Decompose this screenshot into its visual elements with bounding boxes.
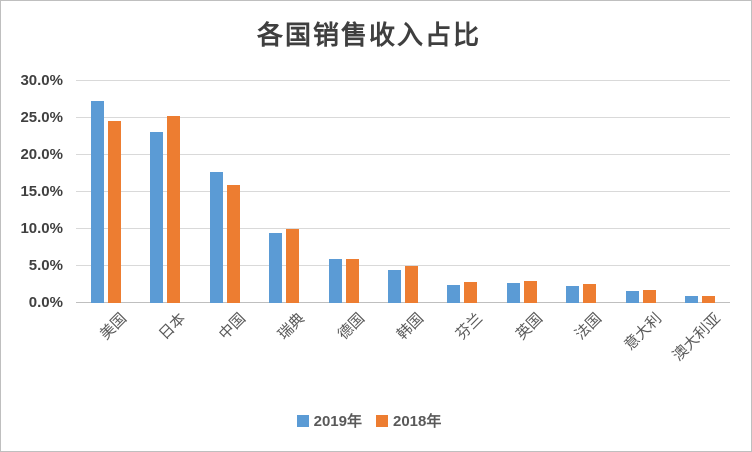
legend-item: 2019年: [296, 410, 362, 431]
bar-series-1-cat-3: [286, 229, 300, 303]
bar-series-0-cat-10: [685, 296, 699, 303]
y-tick-label: 15.0%: [20, 183, 63, 200]
bar-series-1-cat-4: [345, 258, 359, 303]
bar-series-1-cat-6: [464, 282, 478, 303]
y-tick-label: 20.0%: [20, 145, 63, 163]
bar-series-0-cat-7: [506, 283, 520, 303]
bar-series-1-cat-9: [642, 289, 656, 303]
gridline: [76, 154, 730, 156]
y-tick-label: 25.0%: [20, 108, 63, 126]
bar-group: [76, 81, 135, 303]
bar-group: [552, 81, 611, 303]
bar-series-0-cat-8: [566, 285, 580, 303]
legend-item: 2018年: [376, 410, 441, 431]
bar-group: [492, 81, 551, 303]
bar-series-1-cat-5: [404, 266, 418, 303]
bar-series-0-cat-6: [447, 285, 461, 303]
plot-area: [76, 80, 730, 303]
bar-series-1-cat-8: [583, 283, 597, 303]
bar-series-0-cat-2: [209, 172, 223, 303]
legend-swatch-icon: [376, 414, 388, 427]
bar-series-0-cat-0: [90, 100, 104, 303]
bar-group: [671, 81, 730, 303]
legend-label: 2019年: [313, 413, 362, 430]
bar-group: [254, 81, 313, 303]
bar-series-0-cat-5: [387, 269, 401, 303]
gridline: [76, 228, 730, 230]
legend-swatch-icon: [296, 414, 309, 427]
y-tick-label: 10.0%: [20, 219, 63, 237]
bar-series-1-cat-10: [702, 296, 716, 303]
legend-label: 2018年: [393, 413, 442, 430]
legend: 2019年 2018年: [1, 410, 737, 431]
bar-group: [611, 81, 670, 303]
y-tick-label: 5.0%: [28, 257, 63, 274]
bar-group: [314, 81, 373, 303]
x-axis-line: [76, 302, 730, 303]
y-tick-label: 30.0%: [20, 72, 63, 89]
bar-series-1-cat-2: [226, 184, 240, 303]
gridline: [76, 265, 730, 267]
bar-group: [195, 81, 254, 303]
gridline: [76, 117, 730, 118]
bar-series-1-cat-0: [107, 120, 121, 303]
y-axis: 0.0% 5.0% 10.0% 15.0% 20.0% 25.0% 30.0%: [1, 72, 63, 311]
bar-group: [135, 81, 194, 303]
chart-title: 各国销售收入占比: [256, 21, 481, 51]
bar-series-0-cat-4: [328, 259, 342, 303]
bar-groups: [76, 81, 730, 303]
bar-series-0-cat-9: [625, 291, 639, 303]
gridline: [76, 80, 730, 81]
bar-series-0-cat-1: [150, 132, 164, 303]
bar-series-1-cat-1: [167, 115, 181, 303]
bar-group: [373, 81, 432, 303]
bar-series-1-cat-7: [523, 280, 537, 303]
bar-group: [433, 81, 492, 303]
y-tick-label: 0.0%: [28, 294, 63, 311]
bar-series-0-cat-3: [269, 232, 283, 303]
gridline: [76, 191, 730, 192]
